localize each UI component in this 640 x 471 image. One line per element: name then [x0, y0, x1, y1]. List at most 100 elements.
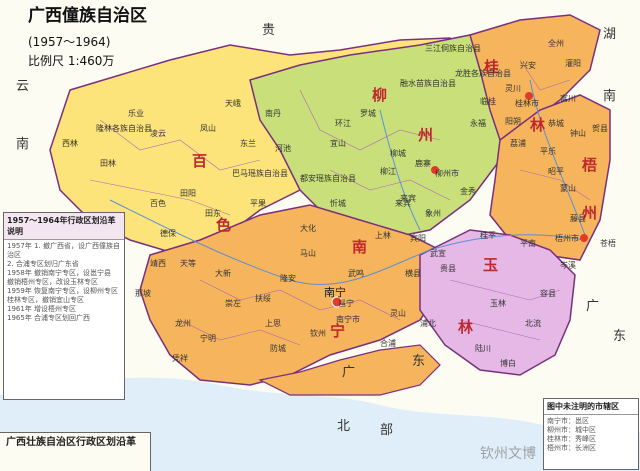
label-yunnan: 云 [16, 79, 30, 94]
region-orange-coast [258, 344, 441, 396]
county-label: 桂林市 [515, 99, 539, 108]
rivers [109, 79, 586, 286]
county-label: 上林 [375, 231, 391, 240]
label-beibu-2: 部 [380, 423, 394, 438]
county-label: 钟山 [570, 129, 586, 138]
county-label: 临桂 [480, 97, 496, 106]
county-label: 大化 [300, 224, 316, 233]
county-label: 扶绥 [255, 294, 271, 303]
county-label: 蒙山 [560, 184, 576, 193]
notes-line: 2. 合浦专区划归广东省 [7, 260, 79, 268]
region-char-lin: 林 [530, 116, 546, 134]
region-char-yu: 玉 [483, 256, 499, 274]
wuzhou-marker [580, 234, 588, 242]
county-label: 苍梧 [600, 239, 616, 248]
map-scale: 比例尺 1:460万 [28, 54, 115, 68]
sea-area [0, 377, 640, 471]
county-label: 上思 [265, 319, 281, 328]
legend-row: 桂林市：秀峰区 [547, 435, 596, 443]
region-char-lin2: 林 [458, 318, 474, 336]
legend-header: 图中未注明的市辖区 [544, 399, 638, 415]
county-label: 藤县 [570, 214, 586, 223]
county-label: 贺县 [592, 124, 608, 133]
county-label: 大新 [215, 269, 231, 278]
county-label: 隆安 [280, 274, 296, 283]
county-label: 百色 [150, 199, 166, 208]
county-label: 河池 [275, 144, 291, 153]
map-title: 广西僮族自治区 [28, 6, 147, 26]
label-yunnan-2: 南 [16, 137, 30, 152]
county-label: 凭祥 [172, 354, 188, 363]
region-char-liu: 柳 [372, 86, 388, 104]
legend-panel: 图中未注明的市辖区 南宁市：邕区 柳州市：城中区 桂林市：秀峰区 梧州市：长洲区 [543, 398, 639, 470]
county-label: 柳江 [380, 167, 396, 176]
capital-marker [331, 296, 343, 308]
legend-rows: 南宁市：邕区 柳州市：城中区 桂林市：秀峰区 梧州市：长洲区 [544, 415, 638, 455]
county-label: 武宣 [430, 249, 446, 258]
county-label: 象州 [425, 209, 441, 218]
notes-line: 桂林专区，撤销宜山专区 [7, 296, 84, 304]
notes-line: 撤销梧州专区，改设玉林专区 [7, 278, 98, 286]
county-label: 灌阳 [565, 59, 581, 68]
watermark: 钦州文博 [480, 446, 536, 462]
label-beibu: 北 [337, 419, 351, 434]
notes-panel: 1957～1964年行政区划沿革说明 1957年 1. 撤广西省，设广西僮族自治… [3, 212, 125, 400]
label-guangdong-4: 东 [412, 354, 426, 369]
county-label: 马山 [300, 249, 316, 258]
county-label: 宁明 [200, 334, 216, 343]
county-label: 贵县 [440, 264, 456, 273]
county-label: 田阳 [180, 189, 196, 198]
bottom-title: 广西壮族自治区行政区划沿革 [6, 437, 136, 448]
county-label: 天峨 [225, 99, 241, 108]
county-label: 平南 [520, 239, 536, 248]
county-label: 柳城 [390, 149, 406, 158]
county-label: 鹿寨 [415, 159, 431, 168]
county-label: 来宾 [400, 194, 416, 203]
county-label: 罗城 [360, 109, 376, 118]
county-label: 合浦 [380, 339, 396, 348]
label-guangdong: 广 [586, 299, 600, 314]
map-period: (1957～1964) [28, 35, 111, 49]
region-char-ning: 宁 [330, 322, 346, 340]
county-label: 北流 [525, 319, 541, 328]
region-char-nan: 南 [352, 238, 368, 256]
county-label: 忻城 [330, 199, 346, 208]
county-label: 永福 [470, 119, 486, 128]
county-label: 田东 [205, 209, 221, 218]
notes-line: 1959年 恢复南宁专区，设柳州专区 [7, 287, 119, 295]
county-label: 田林 [100, 159, 116, 168]
region-orange-guilin [469, 14, 601, 142]
county-label: 灵山 [390, 309, 406, 318]
county-label: 兴安 [520, 61, 536, 70]
county-label: 西林 [62, 139, 78, 148]
legend-row: 南宁市：邕区 [547, 417, 589, 425]
county-label: 昭平 [548, 167, 564, 176]
county-label: 龙胜各族自治县 [455, 69, 511, 78]
county-label: 邕宁 [338, 299, 354, 308]
notes-line: 1965年 合浦专区划回广西 [7, 314, 91, 322]
region-pink-yulin [419, 229, 576, 376]
county-label: 凌云 [150, 129, 166, 138]
county-label: 梧州市 [555, 234, 579, 243]
county-label: 平果 [250, 199, 266, 208]
county-label: 宾阳 [410, 234, 426, 243]
county-label: 隆林各族自治县 [96, 124, 152, 133]
county-label: 桂平 [480, 231, 496, 240]
label-hunan-2: 南 [603, 89, 617, 104]
county-boundaries [89, 59, 591, 346]
county-label: 那坡 [135, 289, 151, 298]
capital-label: 南宁 [324, 286, 346, 299]
county-label: 博白 [500, 359, 516, 368]
county-label: 宜山 [330, 139, 346, 148]
county-label: 乐业 [128, 109, 144, 118]
county-label: 融水苗族自治县 [400, 79, 456, 88]
county-label: 天等 [180, 259, 196, 268]
county-label: 岑溪 [560, 261, 576, 270]
county-label: 靖西 [150, 259, 166, 268]
legend-row: 柳州市：城中区 [547, 426, 596, 434]
county-label: 横县 [405, 269, 421, 278]
county-label: 南宁市 [336, 315, 360, 324]
guilin-marker [525, 92, 533, 100]
label-guizhou: 贵 [262, 23, 276, 38]
